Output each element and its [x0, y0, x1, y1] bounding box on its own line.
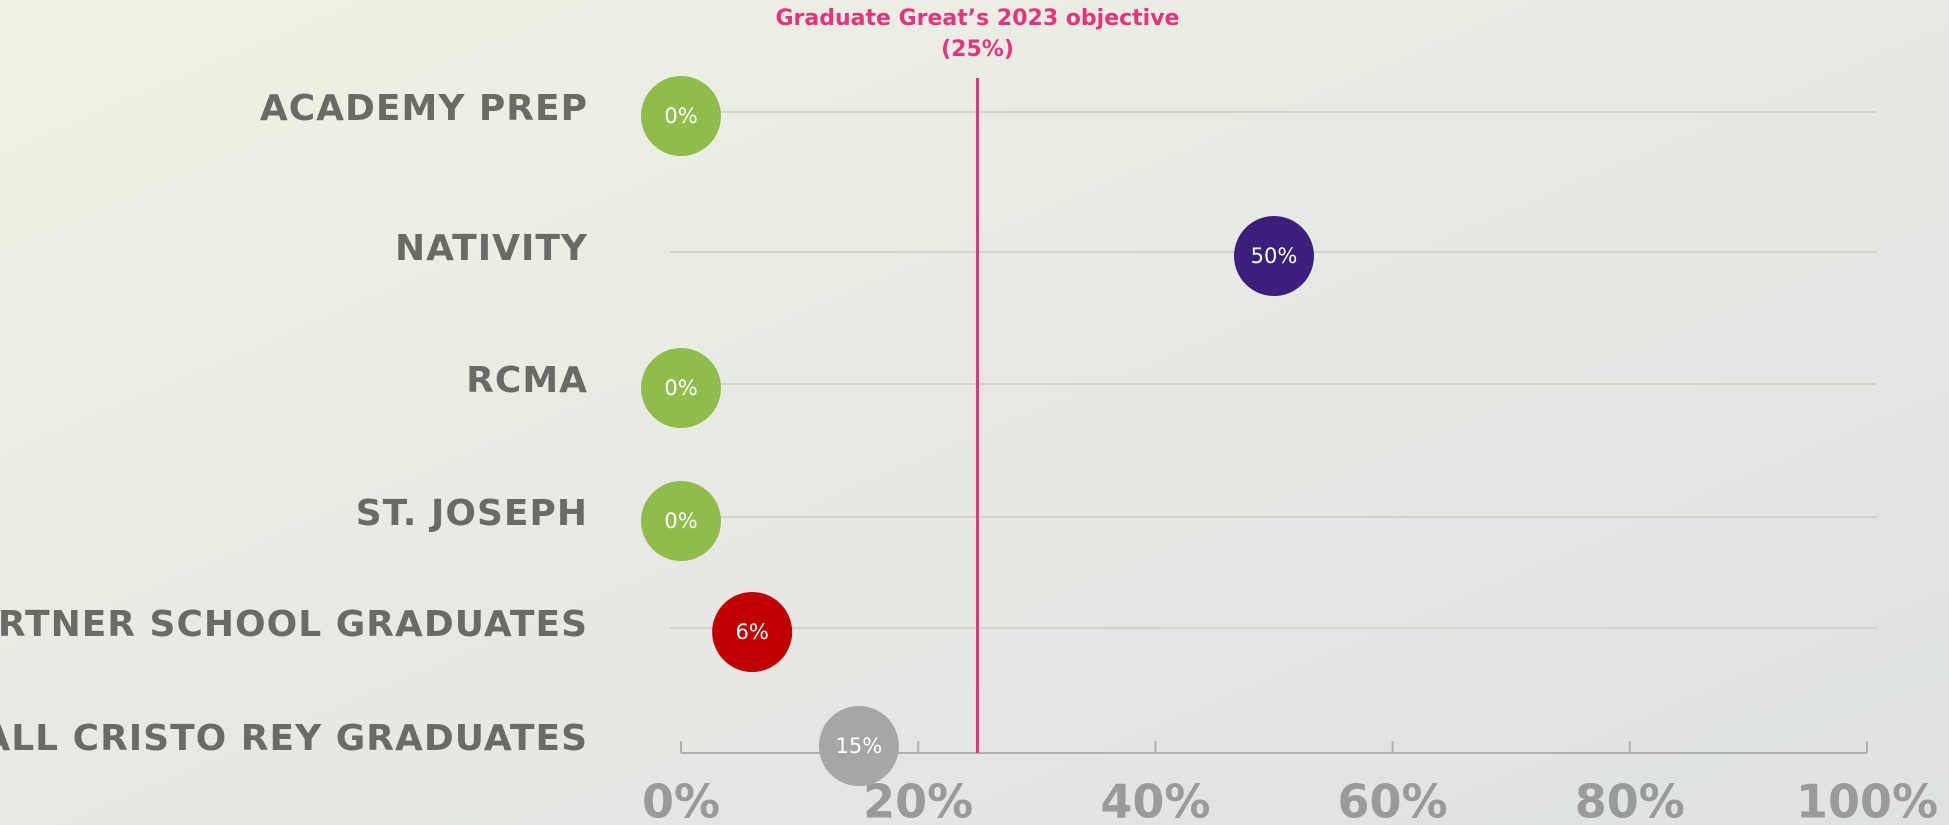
value-label: 6%	[735, 620, 768, 644]
dot	[818, 706, 899, 786]
value-label: 15%	[836, 734, 883, 758]
x-tick-label: 80%	[1575, 775, 1685, 825]
annotation-text: Graduate Great’s 2023 objective	[776, 6, 1180, 31]
category-label: NATIVITY	[395, 228, 588, 269]
x-tick-label: 60%	[1338, 775, 1448, 825]
value-label: 0%	[664, 376, 697, 400]
category-label: ACADEMY PREP	[260, 88, 588, 129]
category-label: RCMA	[466, 360, 588, 401]
x-tick-label: 0%	[642, 775, 720, 825]
category-label: PARTNER SCHOOL GRADUATES	[0, 604, 588, 645]
value-label: 0%	[664, 104, 697, 128]
dot	[1234, 216, 1314, 296]
value-label: 0%	[664, 509, 697, 533]
annotation-value: (25%)	[941, 37, 1014, 62]
value-label: 50%	[1251, 244, 1298, 268]
category-label: ALL CRISTO REY GRADUATES	[0, 718, 588, 759]
dot	[641, 76, 721, 156]
x-tick-label: 40%	[1100, 775, 1210, 825]
category-label: ST. JOSEPH	[356, 493, 588, 534]
dot	[641, 481, 721, 561]
x-tick-label: 100%	[1796, 775, 1938, 825]
x-tick-label: 20%	[863, 775, 973, 825]
dot	[641, 348, 721, 428]
dot	[712, 592, 793, 672]
